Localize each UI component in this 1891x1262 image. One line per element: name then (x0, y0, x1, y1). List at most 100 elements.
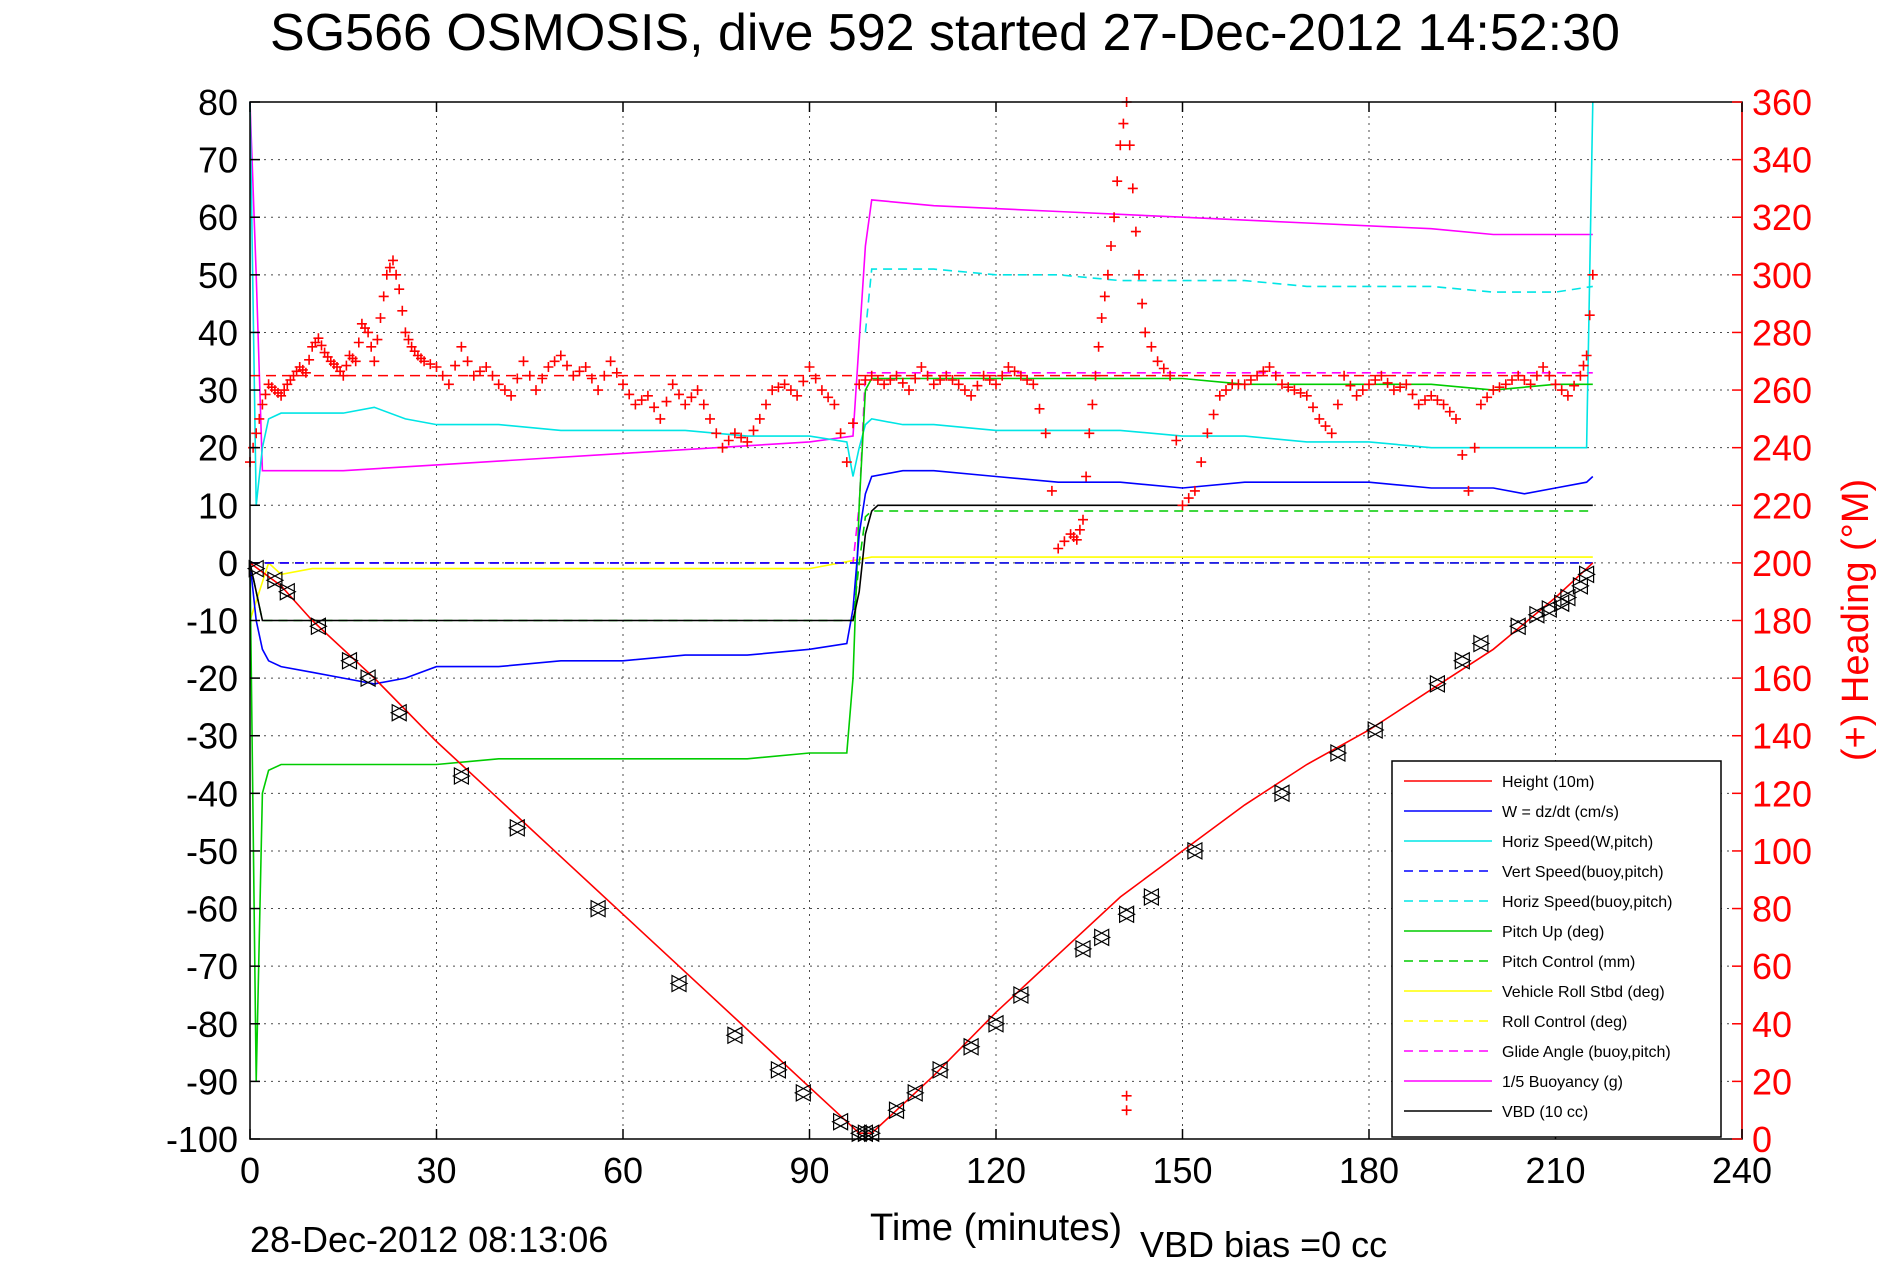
heading-point (1339, 370, 1350, 381)
heading-point (251, 428, 262, 439)
heading-point (1345, 380, 1356, 391)
heading-point (1388, 385, 1399, 396)
heading-point (425, 359, 436, 370)
heading-point (481, 362, 492, 372)
heading-point (835, 428, 846, 439)
triangle-marker-right (671, 974, 689, 993)
heading-point (1538, 362, 1549, 372)
triangle-marker-right (453, 767, 471, 785)
heading-point (1127, 183, 1138, 194)
heading-point (959, 385, 970, 396)
heading-point (1115, 140, 1126, 151)
x-tick-label: 60 (603, 1150, 643, 1191)
triangle-marker-right (888, 1101, 906, 1120)
triangle-marker-right (988, 1014, 1006, 1033)
heading-point (1544, 370, 1555, 381)
heading-point (338, 370, 349, 381)
y2-tick-label: 280 (1752, 312, 1812, 353)
y-tick-label: -70 (186, 946, 238, 987)
heading-point (1090, 370, 1101, 381)
heading-point (922, 370, 933, 381)
heading-point (910, 373, 921, 384)
triangle-marker-right (1560, 588, 1578, 607)
heading-point (1106, 241, 1116, 251)
heading-point (1102, 269, 1113, 280)
heading-point (642, 390, 653, 401)
heading-point (667, 379, 678, 390)
heading-point (1112, 176, 1123, 187)
heading-point (1531, 370, 1542, 381)
heading-point (443, 379, 454, 390)
heading-point (997, 370, 1008, 381)
y-tick-label: 10 (198, 485, 238, 526)
legend-label: Glide Angle (buoy,pitch) (1502, 1044, 1671, 1061)
heading-point (779, 379, 790, 390)
y-tick-label: 20 (198, 428, 238, 469)
heading-point (655, 413, 666, 424)
heading-point (512, 373, 523, 384)
y-tick-label: 0 (218, 543, 238, 584)
footer-vbd-bias: VBD bias =0 cc (1140, 1224, 1387, 1262)
triangle-marker-right (1541, 600, 1559, 618)
heading-point (1074, 524, 1085, 535)
heading-point (403, 334, 414, 345)
heading-point (462, 356, 473, 367)
triangle-marker-right (907, 1083, 925, 1102)
y2-tick-label: 20 (1752, 1061, 1792, 1102)
heading-point (456, 341, 467, 352)
triangle-marker-right (267, 571, 285, 590)
heading-point (475, 366, 485, 377)
y-tick-label: -20 (186, 658, 238, 699)
heading-point (260, 389, 271, 400)
heading-point (369, 356, 380, 367)
y2-tick-label: 120 (1752, 773, 1812, 814)
heading-point (972, 380, 983, 391)
heading-point (487, 370, 498, 381)
triangle-marker-right (1143, 888, 1161, 906)
triangle-marker-right (1578, 565, 1596, 584)
y2-tick-label: 360 (1752, 82, 1812, 123)
heading-point (767, 385, 778, 396)
triangle-marker-right (1473, 634, 1491, 653)
y-tick-label: -40 (186, 773, 238, 814)
heading-point (1494, 382, 1505, 393)
heading-point (1189, 485, 1200, 496)
heading-point (419, 356, 430, 367)
heading-point (1413, 399, 1424, 410)
heading-point (350, 356, 361, 367)
heading-point (1382, 377, 1393, 388)
y2-tick-label: 300 (1752, 255, 1812, 296)
heading-point (1364, 379, 1374, 390)
heading-point (649, 402, 660, 413)
triangle-marker-right (1330, 744, 1348, 762)
heading-point (872, 375, 883, 385)
y2-tick-label: 60 (1752, 946, 1792, 987)
x-tick-label: 210 (1525, 1150, 1585, 1191)
heading-point (1376, 370, 1387, 381)
heading-point (705, 413, 715, 424)
heading-point (1099, 291, 1110, 302)
triangle-marker-right (963, 1037, 981, 1056)
heading-point (717, 442, 728, 453)
y2-tick-label: 160 (1752, 658, 1812, 699)
heading-point (1370, 375, 1381, 385)
heading-point (1289, 385, 1300, 396)
heading-point (1214, 390, 1225, 401)
heading-point (524, 370, 535, 381)
heading-point (555, 350, 566, 361)
triangle-marker-right (1367, 721, 1385, 739)
series-horiz-speed-w-pitch (249, 101, 1594, 506)
y-tick-label: 60 (198, 197, 238, 238)
triangle-marker-right (1013, 986, 1031, 1004)
heading-point (1245, 375, 1256, 385)
heading-point (316, 340, 327, 351)
heading-point (1118, 118, 1129, 129)
heading-point (792, 390, 803, 401)
heading-point (1475, 399, 1486, 410)
triangle-marker-right (832, 1112, 850, 1131)
heading-point (397, 305, 408, 316)
triangle-marker-right (341, 651, 359, 670)
heading-point (254, 413, 265, 424)
heading-point (1028, 379, 1039, 390)
heading-point (674, 389, 684, 400)
